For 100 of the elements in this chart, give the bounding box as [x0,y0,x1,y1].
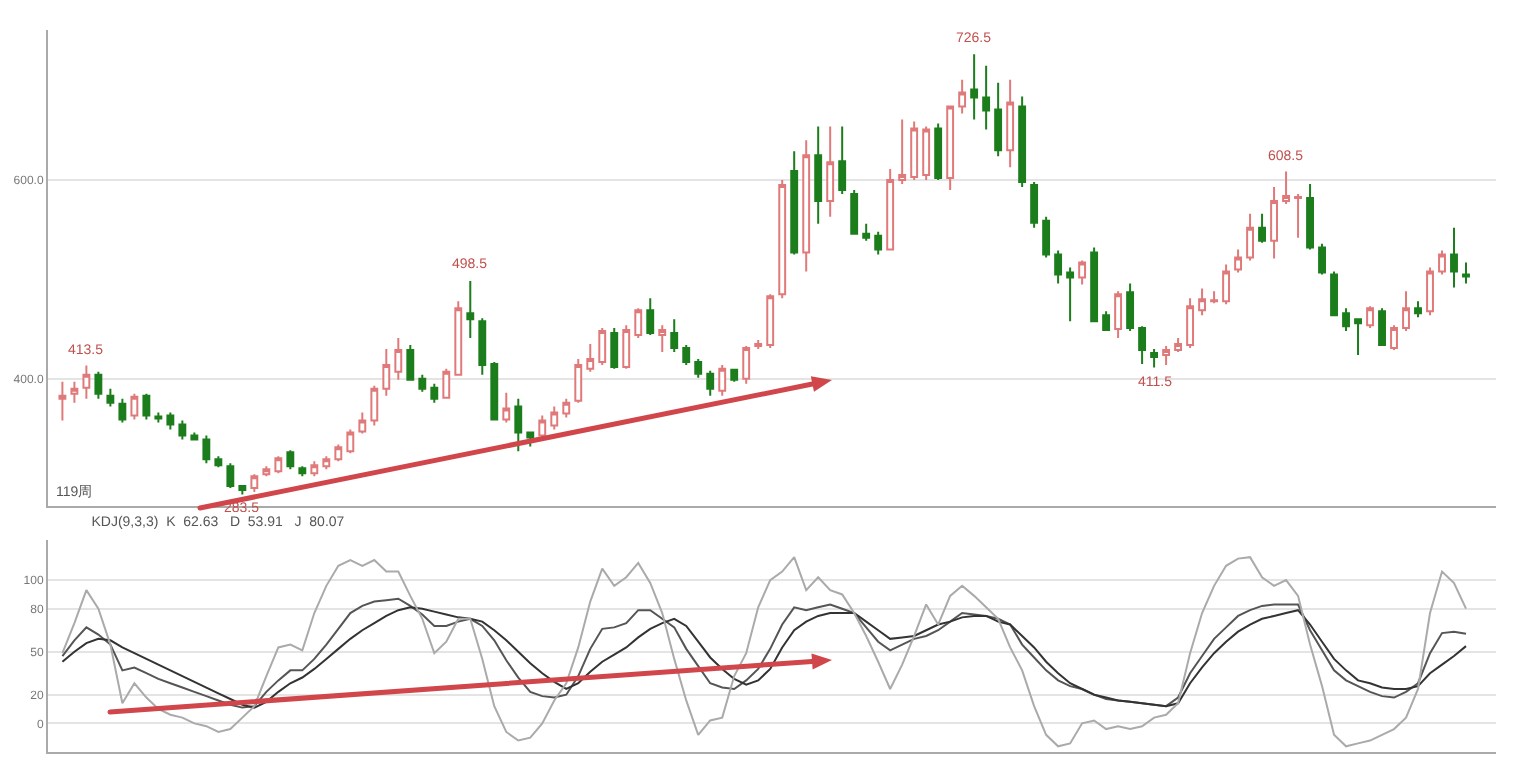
candlestick [562,397,571,419]
candlestick [1342,307,1350,333]
candlestick [82,364,91,400]
candlestick [598,327,607,366]
candlestick [406,344,415,381]
candlestick [910,120,919,182]
candlestick [442,367,451,400]
candlestick [886,168,895,252]
candlestick [466,279,475,340]
candlestick [946,105,955,191]
candlestick [514,397,523,453]
candlestick [1054,249,1063,285]
candlestick [1366,305,1374,330]
candlestick [646,297,655,337]
candlestick [1330,270,1338,317]
candlestick [490,360,499,422]
candlestick [1114,290,1123,340]
candlestick [1030,181,1039,229]
candlestick [718,363,727,397]
candlestick [166,411,175,431]
candlestick [790,150,799,256]
candlestick [1318,242,1326,276]
candlestick [1378,307,1386,347]
candlestick [1234,248,1243,274]
candlestick [310,460,319,478]
candlestick [370,384,379,427]
candlestick [610,327,619,370]
candlestick [1294,192,1302,239]
candlestick [826,125,835,218]
candlestick [658,324,667,353]
candlestick [1126,282,1135,333]
candlestick [298,465,307,478]
candlestick [1018,95,1027,189]
candlestick [1354,317,1362,356]
candlestick [286,449,295,471]
candlestick [154,411,163,424]
candlestick [586,343,595,373]
candlestick [142,392,151,421]
candlestick [1414,300,1422,319]
candlestick [1210,290,1219,305]
candlestick [970,53,979,121]
candlestick [1462,261,1470,285]
candlestick [430,382,439,404]
candlestick [94,370,103,400]
candlestick [418,373,427,393]
candlestick [1282,170,1290,205]
candlestick [1066,266,1075,323]
candlestick [622,324,631,370]
candlestick [742,345,751,385]
candlestick [358,411,367,435]
candlestick [922,125,931,182]
candlestick [454,300,463,377]
candlestick [1078,259,1087,286]
candlestick [1402,290,1410,333]
candlestick [478,317,487,376]
candlestick [106,387,115,408]
candlestick [694,357,703,379]
candlestick [1042,215,1051,259]
candlestick [250,473,259,494]
candlestick [322,455,331,471]
candlestick [226,462,235,490]
candlestick [634,307,643,340]
candlestick [550,405,559,431]
candlestick [1174,337,1183,353]
candlestick [190,431,199,442]
candlestick [1102,310,1111,332]
candlestick [394,337,403,381]
candlestick [1426,266,1434,317]
candlestick [1090,246,1099,323]
candlestick [934,122,943,182]
line-series [61,556,1467,748]
candlestick [1222,263,1231,306]
candlestick [838,125,847,195]
candlestick [982,64,991,131]
candlestick [958,78,967,115]
candlestick [526,431,535,448]
candlestick [814,125,823,225]
candlestick [346,428,355,455]
candlestick [1150,347,1159,369]
candlestick [262,465,271,478]
candlestick [502,391,511,424]
candlestick [1186,297,1195,349]
candlestick [178,419,187,441]
candlestick [274,455,283,475]
candlestick [730,367,739,383]
candlestick [898,118,907,186]
candlestick [754,339,763,350]
candlestick [994,81,1003,158]
candlestick [382,347,391,397]
candlestick [118,397,127,424]
candlestick [130,392,139,421]
candlestick [874,230,883,256]
candlestick [802,139,811,273]
candlestick [1162,345,1171,366]
candlestick [1438,249,1446,276]
candlestick [682,344,691,366]
candlestick [766,293,775,349]
candlestick [1270,186,1278,260]
candlestick [1258,212,1266,244]
candlestick [706,369,715,397]
